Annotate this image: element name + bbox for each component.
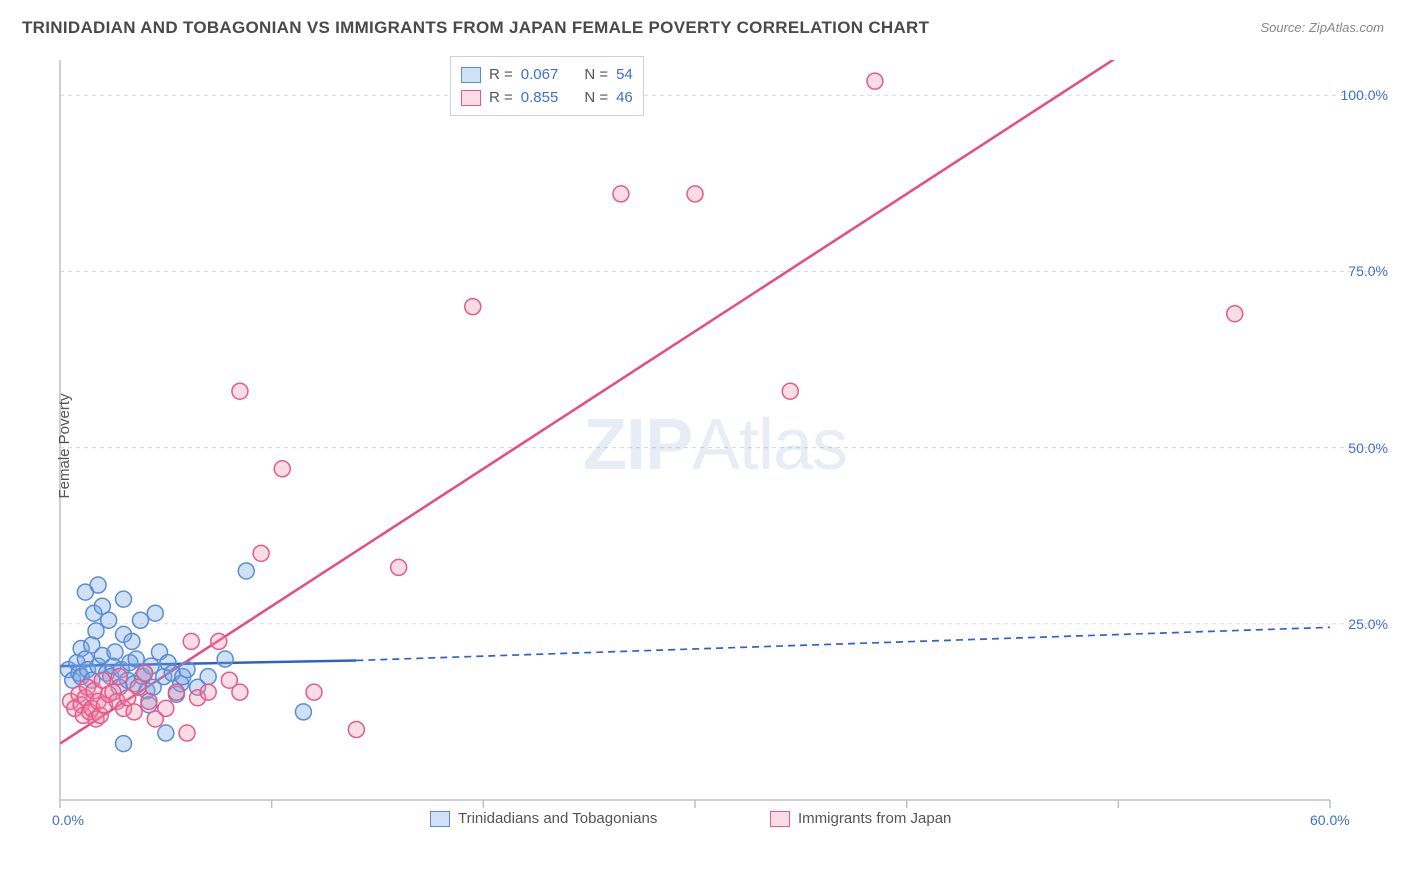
legend-swatch <box>461 90 481 106</box>
stats-legend-box: R = 0.067 N = 54 R = 0.855 N = 46 <box>450 56 644 116</box>
n-value: 46 <box>616 89 633 106</box>
bottom-legend-item: Trinidadians and Tobagonians <box>430 810 657 827</box>
y-tick-label: 75.0% <box>1348 263 1388 279</box>
y-tick-label: 100.0% <box>1341 87 1388 103</box>
chart-title: TRINIDADIAN AND TOBAGONIAN VS IMMIGRANTS… <box>22 18 929 38</box>
bottom-legend-item: Immigrants from Japan <box>770 810 951 827</box>
n-value: 54 <box>616 66 633 83</box>
legend-label: Immigrants from Japan <box>798 810 951 827</box>
r-label: R = <box>489 89 513 106</box>
n-label: N = <box>584 66 608 83</box>
x-tick-label: 60.0% <box>1310 812 1350 828</box>
source-label: Source: ZipAtlas.com <box>1260 20 1384 35</box>
stats-row: R = 0.855 N = 46 <box>461 86 633 109</box>
r-value: 0.855 <box>521 89 559 106</box>
legend-swatch <box>461 67 481 83</box>
r-label: R = <box>489 66 513 83</box>
y-tick-label: 25.0% <box>1348 616 1388 632</box>
plot-area: ZIPAtlas <box>50 50 1380 840</box>
stats-row: R = 0.067 N = 54 <box>461 63 633 86</box>
legend-label: Trinidadians and Tobagonians <box>458 810 657 827</box>
r-value: 0.067 <box>521 66 559 83</box>
legend-swatch <box>770 811 790 827</box>
n-label: N = <box>584 89 608 106</box>
y-axis-label: Female Poverty <box>56 393 73 498</box>
legend-swatch <box>430 811 450 827</box>
x-tick-label: 0.0% <box>52 812 84 828</box>
y-tick-label: 50.0% <box>1348 440 1388 456</box>
chart-svg <box>50 50 1380 840</box>
